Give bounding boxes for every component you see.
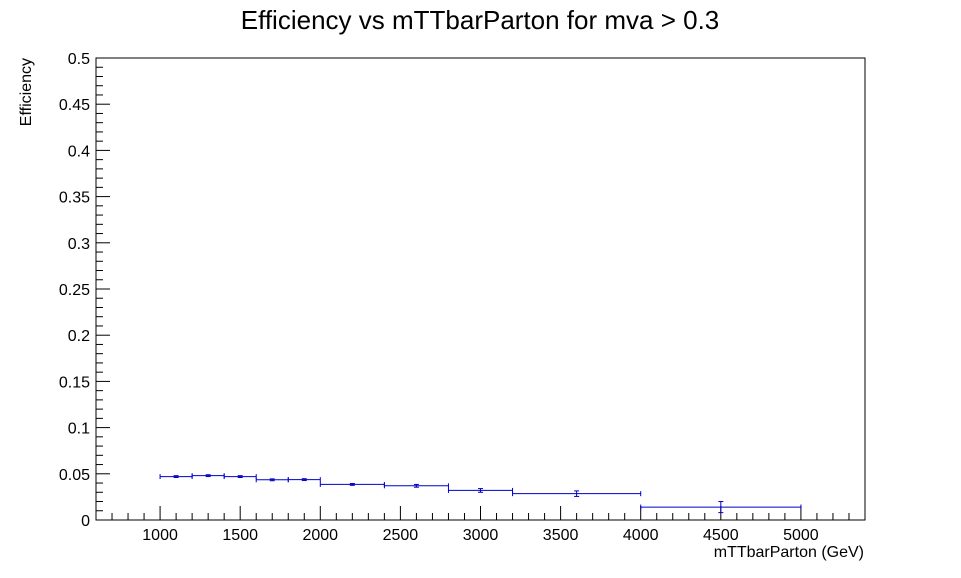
x-tick-label: 3000: [463, 527, 499, 544]
x-tick-label: 2000: [302, 527, 338, 544]
y-tick-labels: 0 0.05 0.1 0.15 0.2 0.25 0.3 0.35 0.4 0.45 0.5: [59, 51, 90, 530]
y-tick-label: 0.1: [68, 421, 90, 438]
chart-title: Efficiency vs mTTbarParton for mva > 0.3: [241, 5, 720, 35]
y-tick-label: 0.15: [59, 374, 90, 391]
data-point: [447, 487, 514, 493]
y-tick-label: 0.05: [59, 467, 90, 484]
x-tick-label: 5000: [783, 527, 819, 544]
x-tick-label: 2500: [383, 527, 419, 544]
data-point: [287, 477, 321, 483]
data-point: [255, 477, 289, 483]
plot-frame: [95, 57, 866, 521]
x-tick-label: 4500: [703, 527, 739, 544]
data-point: [640, 501, 802, 514]
y-tick-label: 0.2: [68, 328, 90, 345]
x-tick-label: 4000: [623, 527, 659, 544]
data-point: [159, 474, 193, 480]
y-tick-label: 0.5: [68, 51, 90, 68]
x-axis-label: mTTbarParton (GeV): [714, 544, 864, 561]
data-point: [191, 473, 225, 479]
data-point: [512, 490, 642, 497]
x-tick-label: 1500: [222, 527, 258, 544]
y-tick-label: 0.25: [59, 282, 90, 299]
y-tick-label: 0.4: [68, 143, 90, 160]
y-tick-label: 0.35: [59, 190, 90, 207]
x-tick-labels: 1000 1500 2000 2500 3000 3500 4000 4500 5000: [142, 527, 819, 544]
y-tick-label: 0: [81, 513, 90, 530]
data-point: [223, 474, 257, 480]
x-tick-label: 1000: [142, 527, 178, 544]
y-axis-label: Efficiency: [18, 58, 35, 126]
data-point: [383, 483, 449, 489]
data-points: [159, 473, 802, 514]
x-tick-label: 3500: [543, 527, 579, 544]
y-tick-label: 0.45: [59, 97, 90, 114]
data-point: [319, 481, 385, 487]
y-tick-label: 0.3: [68, 236, 90, 253]
axis-ticks: [96, 57, 850, 521]
